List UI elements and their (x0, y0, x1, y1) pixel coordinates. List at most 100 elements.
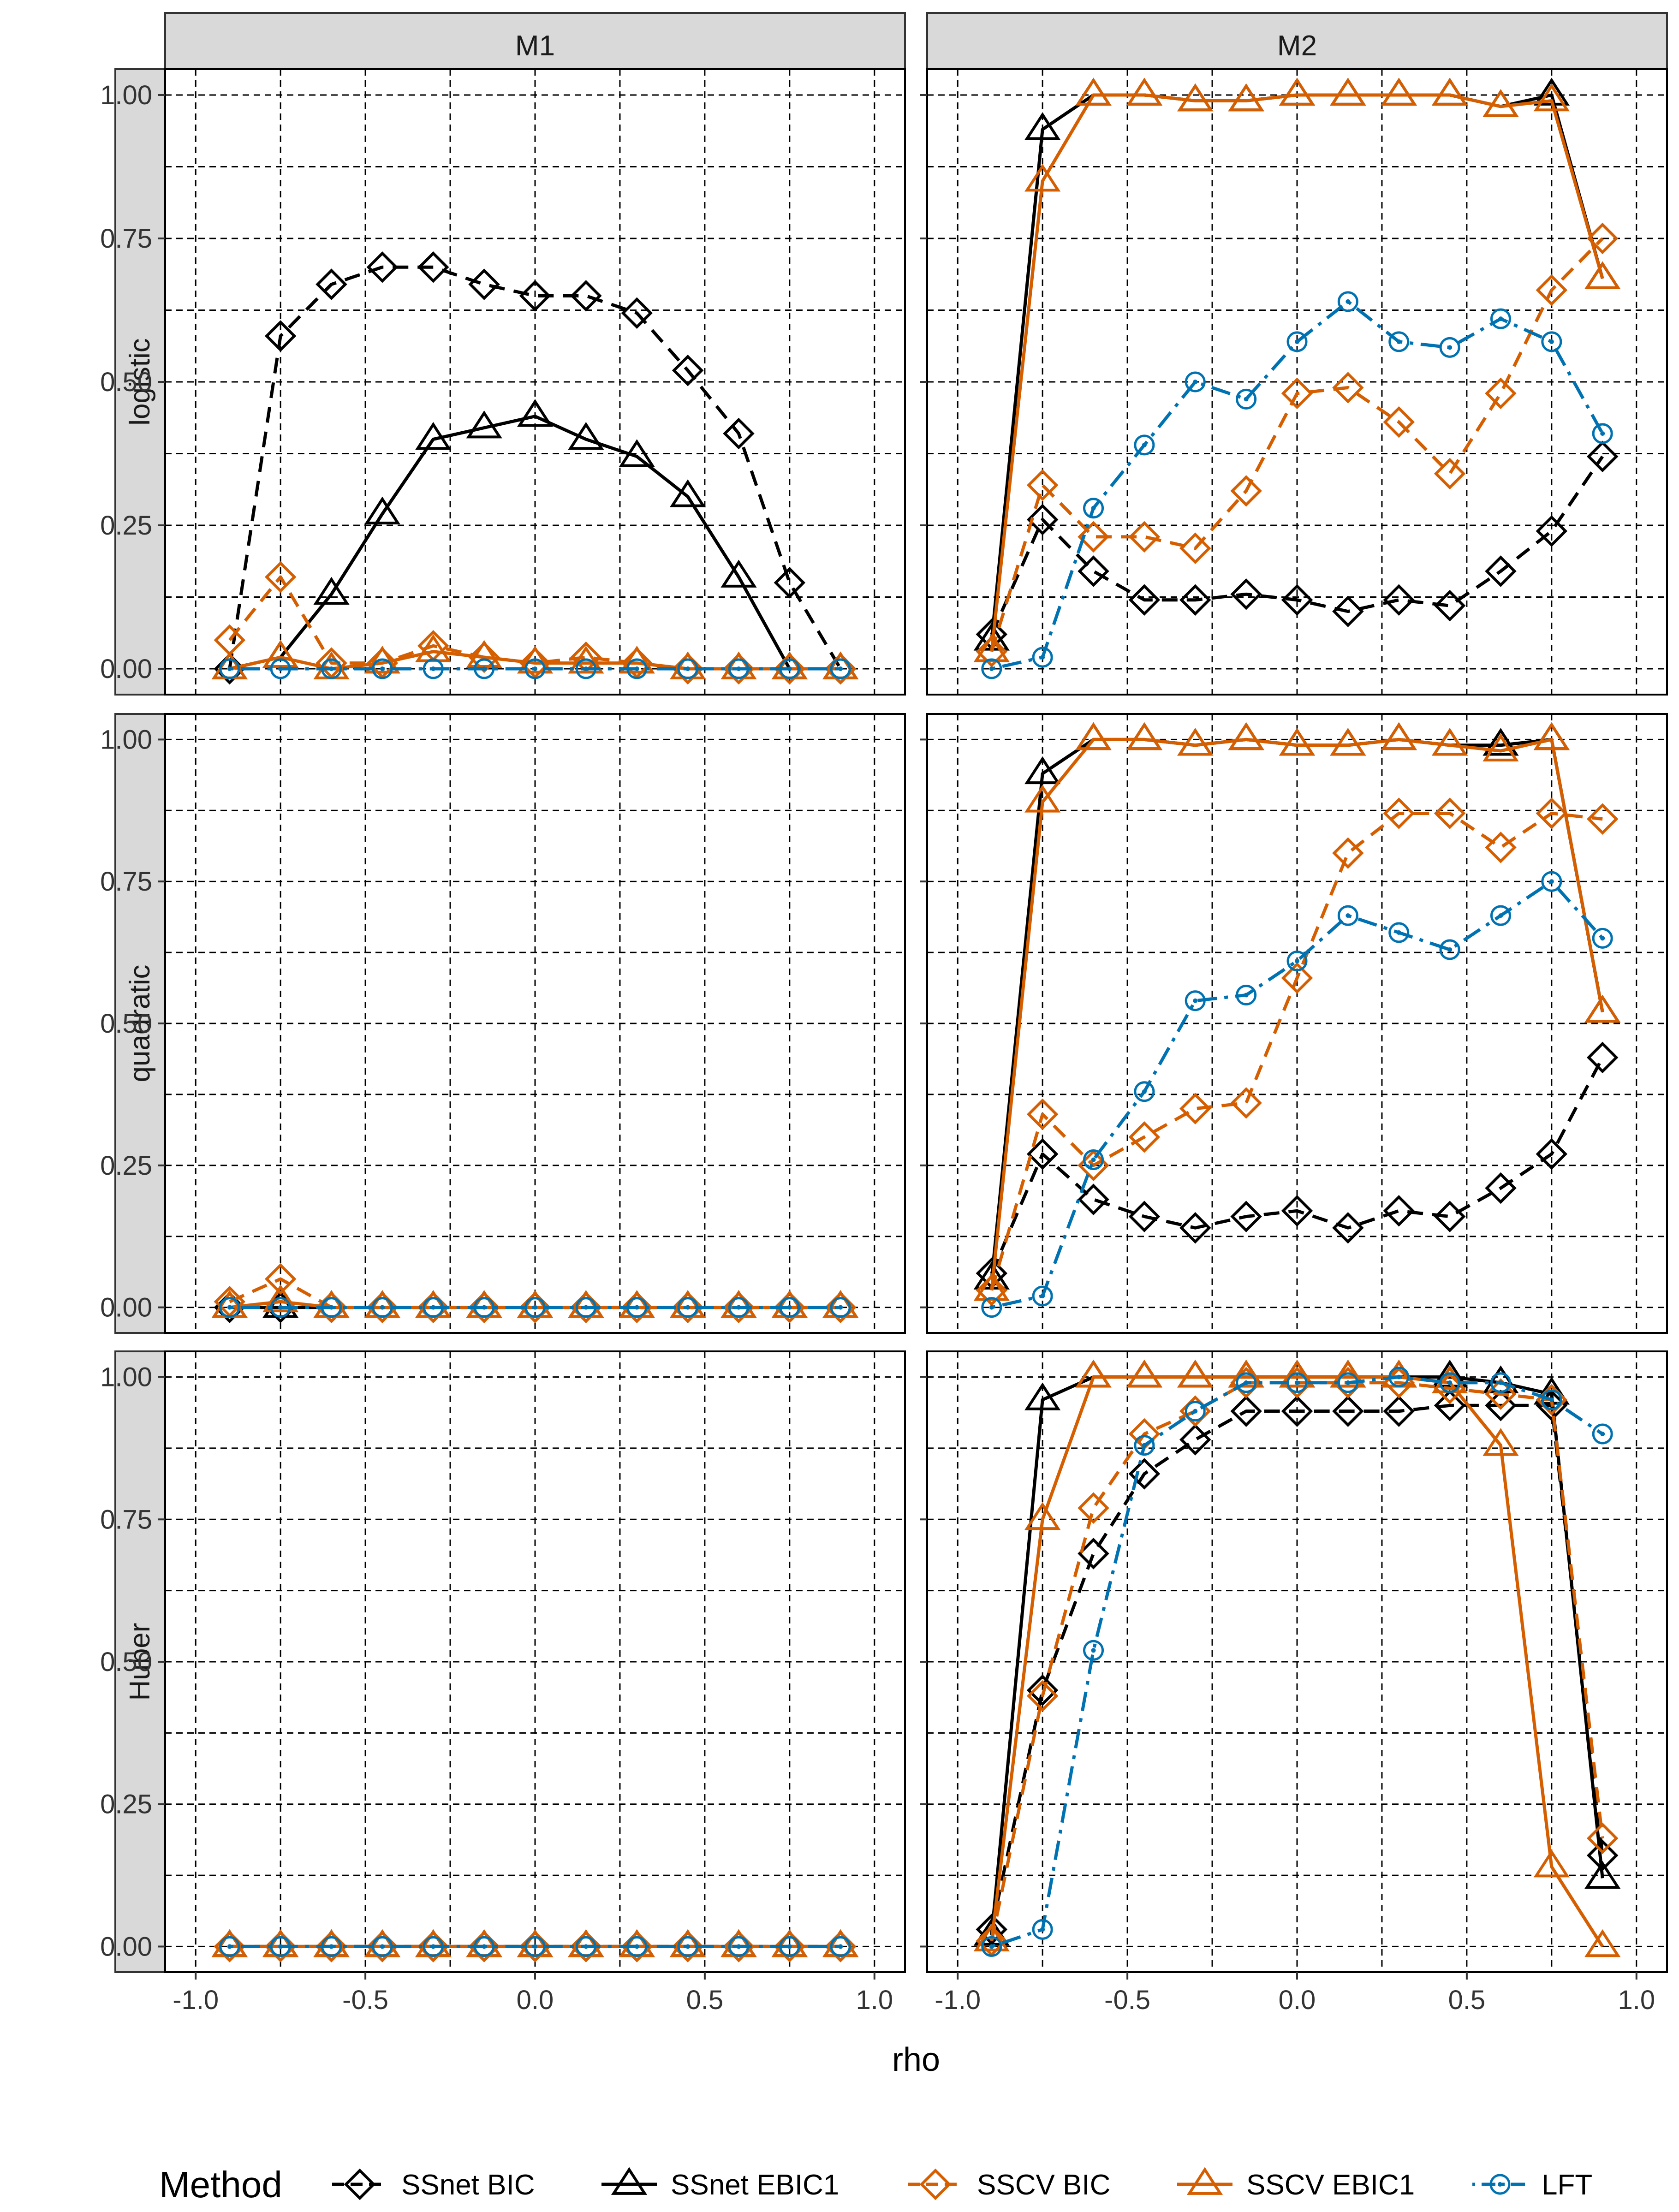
data-point (1536, 797, 1568, 829)
data-point (1134, 1081, 1155, 1102)
data-point (1533, 83, 1570, 112)
data-point (568, 422, 604, 450)
legend-item-lft: LFT (1472, 2169, 1592, 2201)
data-point (1075, 1360, 1112, 1388)
data-point (468, 268, 500, 300)
data-point (1026, 1674, 1059, 1706)
x-tick-label: -0.5 (1104, 1985, 1150, 2015)
data-point (264, 320, 297, 352)
y-tick-label: 0.25 (100, 1790, 152, 1820)
data-point (1439, 939, 1460, 960)
y-tick-label: 0.00 (100, 1932, 152, 1962)
data-point (270, 1297, 291, 1318)
data-point (219, 658, 240, 679)
data-point (1584, 261, 1621, 289)
data-point (417, 251, 449, 283)
y-tick-label: 0.75 (100, 867, 152, 897)
data-point (1286, 951, 1308, 972)
data-point (474, 1297, 495, 1318)
data-point (1541, 331, 1562, 352)
data-point (1279, 1360, 1316, 1388)
data-point (474, 1936, 495, 1957)
legend-item-sscv-bic: SSCV BIC (908, 2168, 1110, 2201)
data-point (1490, 1372, 1511, 1393)
data-point (1434, 589, 1466, 622)
data-point (1026, 1680, 1059, 1712)
panel-logistic-m1 (164, 68, 906, 696)
data-point (1485, 1390, 1517, 1421)
y-tick-label: 0.75 (100, 1504, 152, 1534)
data-point (262, 1284, 299, 1313)
data-point (372, 658, 393, 679)
data-point (1431, 728, 1468, 756)
facet-label-logistic: logistic (124, 338, 156, 426)
series-ssnet-bic (976, 440, 1619, 650)
data-point (1388, 331, 1410, 352)
data-point (1228, 83, 1264, 112)
data-point (1177, 83, 1214, 112)
data-point (1134, 1435, 1155, 1456)
data-point (1128, 1458, 1161, 1490)
panel-logistic-m2 (926, 68, 1668, 696)
series-lft (219, 1297, 851, 1318)
panel-quadratic-m2 (926, 713, 1668, 1334)
data-point (1024, 112, 1061, 140)
data-point (1230, 1395, 1262, 1427)
data-point (1586, 440, 1619, 472)
data-point (1078, 1492, 1109, 1524)
facet-strip-quadratic (114, 713, 166, 1334)
x-tick-label: -1.0 (935, 1985, 981, 2015)
data-point (723, 417, 755, 450)
legend-key-marker (1186, 2167, 1223, 2195)
facet-strip-m2 (926, 12, 1668, 78)
series-sscv-bic (976, 797, 1619, 1306)
data-point (830, 1936, 851, 1957)
data-point (1483, 1428, 1519, 1456)
data-point (1024, 164, 1061, 192)
data-point (366, 251, 399, 283)
data-point (1483, 89, 1519, 117)
data-point (1586, 803, 1619, 835)
data-point (1541, 1389, 1562, 1410)
data-point (466, 640, 502, 668)
panel-huber-m1 (164, 1350, 906, 1973)
series-sscv-bic (976, 222, 1619, 667)
data-point (1485, 555, 1517, 587)
data-point (1434, 1390, 1466, 1421)
y-tick-label: 0.25 (100, 1151, 152, 1181)
series-lft (981, 871, 1613, 1318)
y-tick-label: 0.25 (100, 511, 152, 541)
series-sscv-ebic1 (973, 77, 1621, 662)
y-tick-label: 0.50 (100, 1647, 152, 1677)
data-point (1032, 647, 1053, 668)
series-line (990, 93, 1604, 652)
data-point (1434, 797, 1466, 829)
data-point (1536, 1138, 1568, 1170)
data-point (728, 1936, 749, 1957)
data-point (1126, 77, 1163, 106)
data-point (677, 658, 698, 679)
series-ssnet-bic (976, 1041, 1619, 1289)
data-point (1434, 458, 1466, 490)
data-point (1281, 1395, 1313, 1427)
data-point (1026, 1098, 1059, 1130)
data-point (423, 1936, 444, 1957)
data-point (468, 641, 500, 673)
data-point (1592, 1423, 1613, 1445)
series-lft (219, 658, 851, 679)
data-point (517, 399, 554, 427)
data-point (423, 658, 444, 679)
data-point (1485, 1172, 1517, 1204)
data-point (1483, 728, 1519, 756)
data-point (575, 658, 596, 679)
data-point (1434, 1201, 1466, 1232)
legend-key-marker (611, 2167, 648, 2195)
data-point (830, 658, 851, 679)
data-point (1230, 578, 1262, 610)
y-tick-label: 0.50 (100, 367, 152, 397)
series-lft (981, 1367, 1613, 1957)
x-tick-label: 0.0 (1279, 1985, 1316, 2015)
data-point (973, 634, 1010, 662)
data-point (524, 1936, 546, 1957)
data-point (1381, 77, 1417, 106)
